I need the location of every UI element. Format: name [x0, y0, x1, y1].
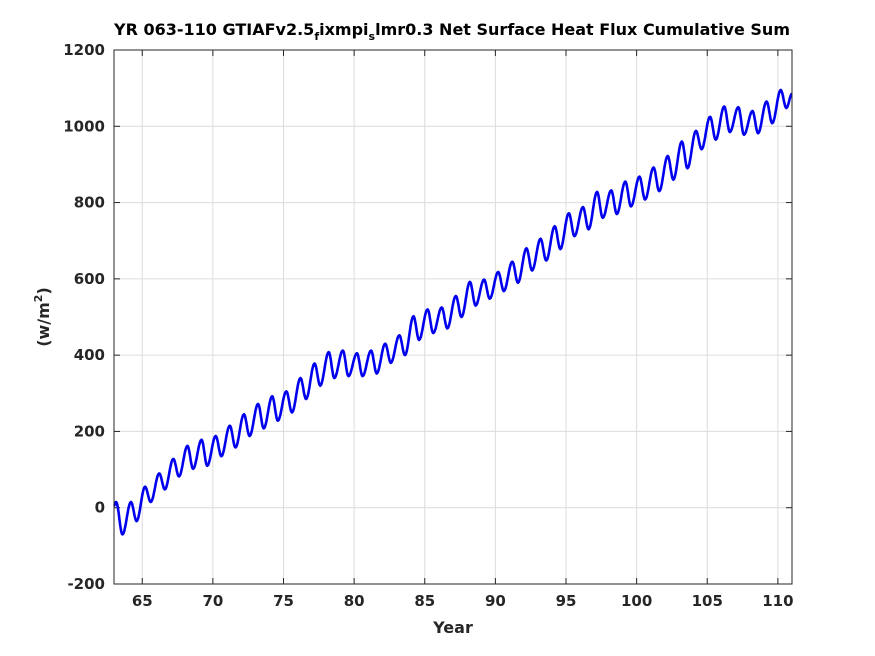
plot-area [114, 50, 792, 584]
series-line [112, 88, 793, 536]
x-tick-label: 95 [556, 592, 577, 610]
y-tick-label: 600 [74, 270, 105, 288]
y-tick-label: 0 [95, 499, 105, 517]
x-tick-label: 65 [132, 592, 153, 610]
y-tick-label: 1200 [63, 41, 105, 59]
x-tick-label: 105 [692, 592, 723, 610]
x-tick-label: 70 [202, 592, 223, 610]
y-tick-label: 400 [74, 346, 105, 364]
tick-labels: 65 70 75 80 85 90 95 100 105 110 -200 0 200 400 600 800… [63, 41, 793, 610]
ylabel-sup: 2 [32, 295, 45, 303]
title-sub-s: s [369, 30, 376, 43]
x-tick-label: 100 [621, 592, 652, 610]
title-part-2: ixmpi [319, 20, 368, 39]
title-part-3: lmr0.3 Net Surface Heat Flux Cumulative … [375, 20, 790, 39]
x-tick-label: 90 [485, 592, 506, 610]
y-tick-label: 1000 [63, 117, 105, 135]
x-tick-label: 75 [273, 592, 294, 610]
ylabel-part-2: ) [34, 287, 53, 294]
x-tick-label: 80 [344, 592, 365, 610]
y-tick-label: -200 [67, 575, 105, 593]
axes-frame [113, 49, 793, 585]
y-tick-label: 800 [74, 194, 105, 212]
title-part-1: YR 063-110 GTIAFv2.5 [113, 20, 314, 39]
y-axis-label: (w/m2) [32, 287, 53, 347]
x-tick-label: 110 [762, 592, 793, 610]
x-tick-label: 85 [414, 592, 435, 610]
x-axis-label: Year [432, 618, 473, 637]
chart-title: YR 063-110 GTIAFv2.5fixmpislmr0.3 Net Su… [113, 20, 790, 43]
title-sub-f: f [314, 30, 319, 43]
y-tick-label: 200 [74, 422, 105, 440]
ylabel-part-1: (w/m [34, 302, 53, 347]
